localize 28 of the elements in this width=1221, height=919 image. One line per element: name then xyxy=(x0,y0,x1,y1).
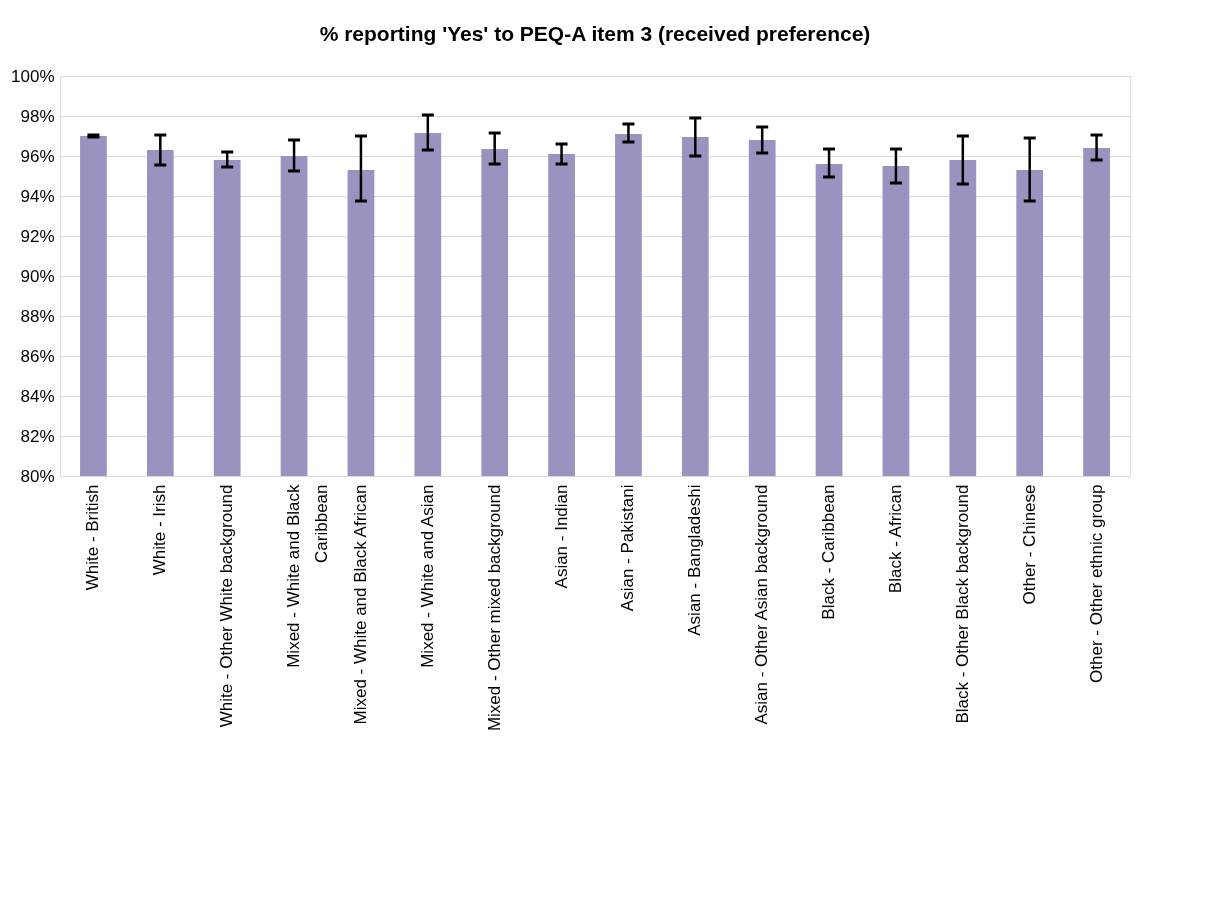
y-tick-label: 100% xyxy=(11,66,55,86)
x-tick-label: Black - Other Black background xyxy=(952,484,972,724)
x-tick-label: White - Other White background xyxy=(217,484,237,728)
y-tick-label: 86% xyxy=(20,346,55,366)
y-tick-label: 80% xyxy=(20,466,55,486)
x-tick-label: Mixed - White and Black African xyxy=(350,484,370,725)
y-tick-label: 94% xyxy=(20,186,55,206)
x-tick-label: Mixed - White and Asian xyxy=(417,484,437,668)
y-tick-label: 90% xyxy=(20,266,55,286)
x-tick-label: Asian - Indian xyxy=(551,484,571,589)
y-tick-label: 98% xyxy=(20,106,55,126)
x-tick-label: White - British xyxy=(83,484,103,591)
y-tick-label: 92% xyxy=(20,226,55,246)
x-tick-label: Mixed - Other mixed background xyxy=(484,484,504,732)
x-tick-label: Black - Caribbean xyxy=(819,484,839,620)
x-tick-label: Asian - Bangladeshi xyxy=(685,484,705,636)
y-tick-label: 84% xyxy=(20,386,55,406)
x-tick-label: Other - Other ethnic group xyxy=(1086,484,1106,683)
y-tick-label: 82% xyxy=(20,426,55,446)
x-tick-label: Asian - Other Asian background xyxy=(752,484,772,725)
x-tick-label: White - Irish xyxy=(150,484,170,576)
x-tick-label: Other - Chinese xyxy=(1019,484,1039,605)
y-tick-label: 88% xyxy=(20,306,55,326)
x-tick-label: Black - African xyxy=(885,484,905,594)
x-tick-label: Asian - Pakistani xyxy=(618,484,638,612)
x-tick-label: Mixed - White and Black Caribbean xyxy=(284,484,332,668)
chart-title: % reporting 'Yes' to PEQ-A item 3 (received preference) xyxy=(319,22,871,45)
y-tick-label: 96% xyxy=(20,146,55,166)
